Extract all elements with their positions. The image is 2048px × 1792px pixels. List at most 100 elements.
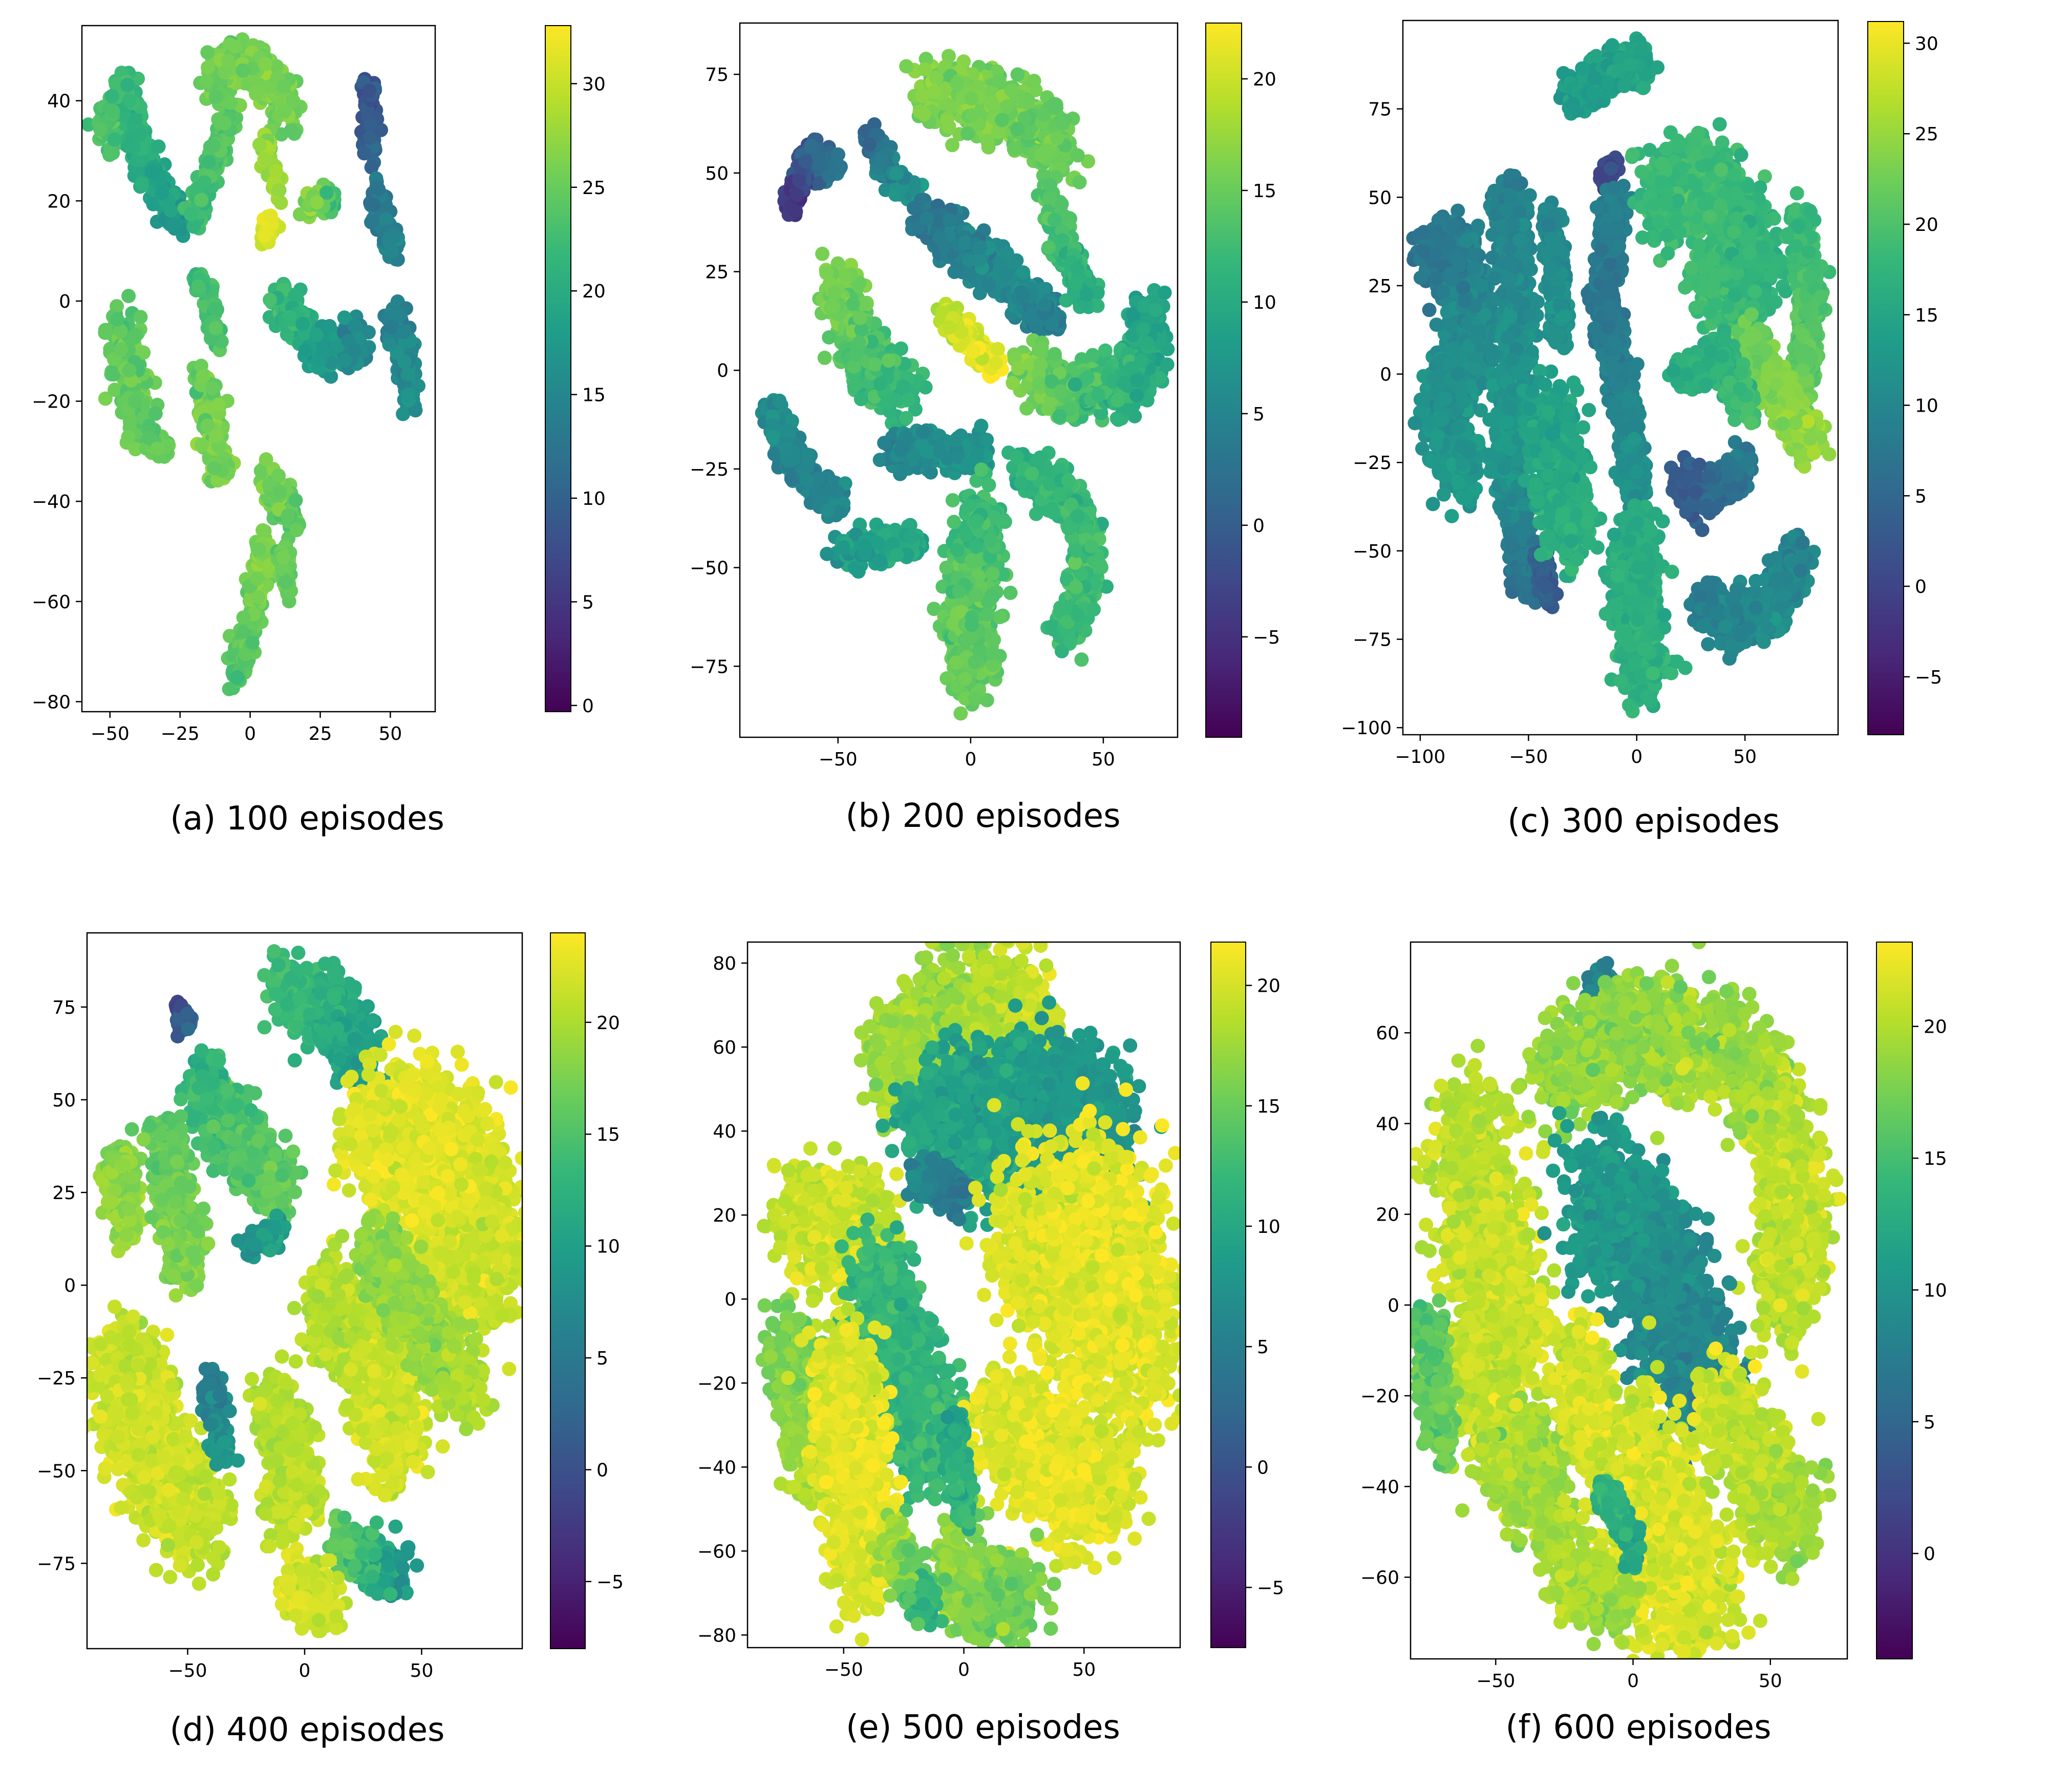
scatter-point	[916, 107, 931, 122]
scatter-point	[98, 391, 113, 406]
y-tick-label: 0	[59, 291, 71, 312]
scatter-point	[852, 311, 867, 326]
scatter-point	[251, 542, 266, 557]
scatter-point	[790, 187, 804, 202]
scatter-point	[348, 318, 362, 333]
scatter-point	[151, 139, 166, 154]
scatter-point	[400, 367, 415, 381]
colorbar-tick-label: 15	[582, 385, 606, 406]
scatter-point	[962, 253, 976, 268]
scatter-point	[962, 268, 977, 282]
scatter-point	[309, 328, 324, 343]
scatter-point	[199, 74, 214, 89]
scatter-point	[366, 198, 381, 212]
scatter-point	[206, 138, 221, 153]
scatter-point	[205, 381, 220, 396]
scatter-point	[998, 268, 1013, 283]
scatter-point	[364, 215, 378, 229]
scatter-point	[382, 337, 397, 352]
scatter-point	[114, 342, 129, 357]
scatter-point	[992, 73, 1007, 88]
scatter-point	[906, 180, 921, 195]
scatter-point	[148, 406, 163, 421]
scatter-point	[950, 76, 965, 91]
scatter-point	[194, 193, 209, 207]
scatter-point	[1042, 178, 1057, 193]
scatter-point	[217, 116, 232, 131]
scatter-point	[129, 328, 143, 343]
scatter-point	[827, 286, 842, 300]
scatter-point	[106, 367, 121, 382]
scatter-point	[109, 77, 123, 92]
scatter-point	[252, 137, 267, 152]
scatter-point	[1070, 148, 1085, 163]
scatter-point	[901, 392, 915, 407]
colorbar-tick-label: 10	[582, 488, 606, 509]
scatter-point	[812, 176, 826, 190]
scatter-point	[385, 244, 399, 259]
scatter-point	[191, 279, 205, 294]
scatter-point	[261, 79, 275, 94]
scatter-point	[135, 176, 150, 191]
scatter-point	[1055, 116, 1070, 131]
scatter-point	[792, 173, 806, 188]
scatter-point	[257, 524, 272, 539]
scatter-point	[400, 387, 415, 402]
scatter-point	[207, 461, 222, 476]
scatter-point	[352, 331, 367, 346]
scatter-point	[186, 219, 201, 234]
scatter-point	[920, 211, 934, 226]
subplot-caption: (a) 100 episodes	[170, 800, 444, 838]
scatter-point	[105, 145, 120, 160]
scatter-point	[269, 59, 284, 74]
scatter-point	[236, 63, 250, 78]
scatter-point	[1016, 265, 1031, 280]
scatter-point	[973, 240, 988, 255]
scatter-point	[201, 60, 215, 75]
scatter-point	[337, 310, 352, 325]
scatter-point	[918, 62, 932, 77]
y-tick-label: −40	[32, 492, 71, 513]
scatter-point	[385, 320, 400, 335]
scatter-point	[272, 485, 287, 500]
scatter-point	[122, 93, 137, 108]
colorbar-tick-label: 30	[582, 74, 606, 95]
scatter-point	[1004, 83, 1019, 98]
scatter-point	[815, 246, 830, 261]
scatter-point	[106, 352, 121, 367]
scatter-point	[145, 164, 160, 179]
scatter-point	[896, 379, 911, 394]
scatter-point	[965, 108, 980, 123]
scatter-point	[259, 452, 273, 467]
scatter-point	[999, 246, 1014, 261]
scatter-point	[846, 296, 861, 311]
scatter-points	[755, 49, 1175, 721]
scatter-point	[217, 65, 232, 80]
scatter-point	[227, 39, 242, 54]
scatter-point	[995, 113, 1010, 127]
scatter-point	[269, 164, 284, 179]
scatter-point	[211, 439, 226, 454]
scatter-point	[854, 392, 868, 407]
scatter-point	[276, 79, 291, 94]
subplot-a: −50 −25 0 25 50−80−60−40−2002040051015202530…	[32, 25, 606, 838]
scatter-point	[108, 382, 122, 397]
scatter-point	[999, 99, 1014, 114]
scatter-points	[82, 32, 426, 696]
scatter-point	[1041, 240, 1056, 255]
scatter-point	[316, 345, 331, 359]
scatter-point	[201, 155, 216, 169]
scatter-point	[262, 478, 276, 493]
scatter-point	[822, 330, 837, 345]
scatter-point	[253, 463, 268, 478]
scatter-point	[873, 376, 888, 391]
scatter-point	[324, 355, 338, 370]
scatter-point	[195, 437, 209, 452]
scatter-point	[788, 204, 803, 219]
scatter-point	[295, 316, 310, 331]
scatter-point	[362, 83, 377, 98]
scatter-point	[899, 411, 913, 425]
scatter-point	[200, 418, 215, 433]
